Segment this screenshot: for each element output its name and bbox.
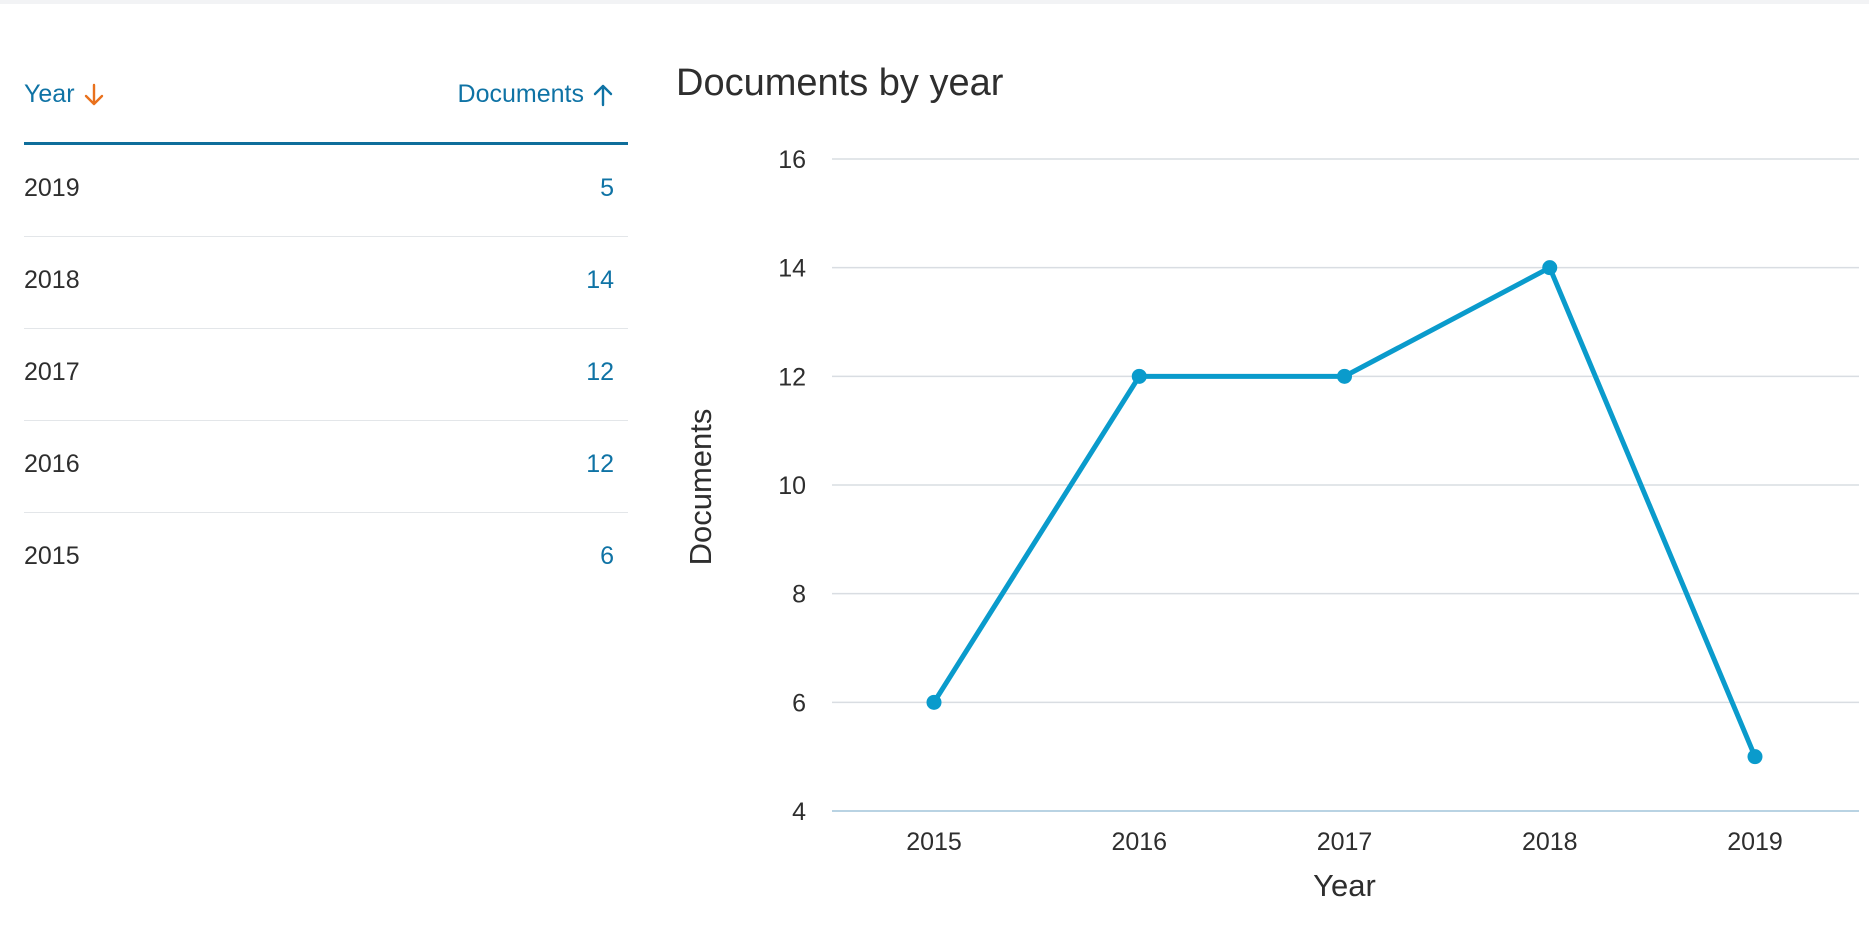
chart-title: Documents by year [676, 62, 1004, 104]
data-point [1747, 749, 1763, 765]
top-strip [0, 0, 1869, 4]
x-axis-title: Year [1313, 868, 1376, 903]
y-tick-label: 12 [778, 363, 806, 391]
y-tick-label: 6 [792, 689, 806, 717]
table-header: Year Documents [24, 60, 628, 145]
row-year: 2018 [24, 266, 80, 294]
x-tick-label: 2015 [906, 828, 962, 856]
row-documents-link[interactable]: 14 [586, 266, 614, 294]
row-documents-link[interactable]: 12 [586, 358, 614, 386]
data-point [1542, 260, 1558, 276]
arrow-up-icon [593, 84, 613, 106]
arrow-down-icon [84, 83, 103, 105]
row-year: 2015 [24, 542, 80, 570]
row-year: 2017 [24, 358, 80, 386]
documents-table: Year Documents 2019 5 2018 14 2017 12 20… [24, 60, 628, 604]
documents-header-label: Documents [457, 80, 584, 108]
x-tick-label: 2017 [1317, 828, 1373, 856]
year-column-header[interactable]: Year [24, 80, 107, 109]
data-point [926, 694, 942, 710]
table-row: 2016 12 [24, 421, 628, 513]
y-tick-label: 14 [778, 255, 806, 283]
series-line [931, 265, 1758, 760]
y-axis-title: Documents [683, 409, 718, 566]
y-tick-label: 16 [778, 146, 806, 174]
table-row: 2018 14 [24, 237, 628, 329]
year-header-label: Year [24, 80, 75, 108]
row-documents-link[interactable]: 5 [600, 174, 614, 202]
y-tick-label: 4 [792, 798, 806, 826]
row-year: 2016 [24, 450, 80, 478]
x-tick-label: 2016 [1111, 828, 1167, 856]
row-year: 2019 [24, 174, 80, 202]
x-tick-label: 2019 [1727, 828, 1783, 856]
row-documents-link[interactable]: 12 [586, 450, 614, 478]
row-documents-link[interactable]: 6 [600, 542, 614, 570]
x-tick-label: 2018 [1522, 828, 1578, 856]
y-tick-label: 10 [778, 472, 806, 500]
documents-column-header[interactable]: Documents [458, 80, 616, 109]
data-point [1337, 368, 1352, 384]
table-row: 2015 6 [24, 513, 628, 604]
table-row: 2017 12 [24, 329, 628, 421]
y-tick-label: 8 [792, 581, 806, 609]
data-point [1131, 368, 1147, 384]
table-row: 2019 5 [24, 145, 628, 237]
